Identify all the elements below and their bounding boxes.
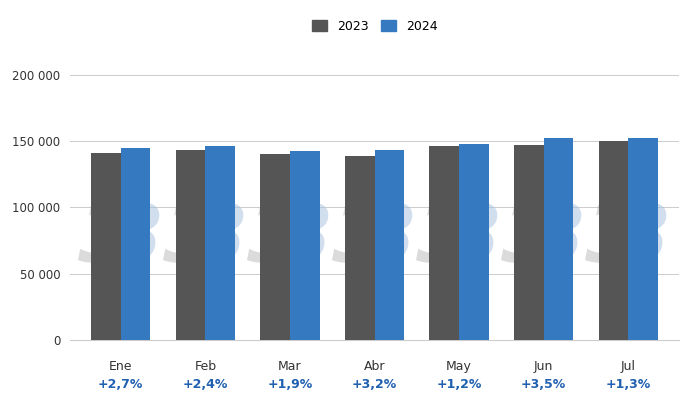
Text: +2,4%: +2,4%	[183, 378, 228, 391]
Text: 3: 3	[78, 202, 134, 280]
Text: 3: 3	[446, 202, 502, 280]
Text: Mar: Mar	[278, 360, 302, 374]
Text: 3: 3	[108, 202, 164, 280]
Text: 3: 3	[361, 202, 417, 280]
Text: 3: 3	[162, 202, 218, 280]
Text: 3: 3	[501, 202, 557, 280]
Text: +1,9%: +1,9%	[267, 378, 312, 391]
Text: 3: 3	[247, 202, 303, 280]
Text: +1,2%: +1,2%	[436, 378, 482, 391]
Bar	[459, 144, 489, 340]
Text: 3: 3	[416, 202, 473, 280]
Bar	[260, 154, 290, 340]
Text: +3,5%: +3,5%	[521, 378, 566, 391]
Bar	[91, 153, 120, 340]
Text: +2,7%: +2,7%	[98, 378, 144, 391]
Text: 3: 3	[276, 202, 332, 280]
Bar	[290, 150, 319, 340]
Text: 3: 3	[585, 202, 641, 280]
Text: Jun: Jun	[534, 360, 554, 374]
Bar	[629, 138, 658, 340]
Text: +3,2%: +3,2%	[352, 378, 397, 391]
Bar	[176, 150, 205, 340]
Bar	[430, 146, 459, 340]
Text: 3: 3	[192, 202, 248, 280]
Text: May: May	[446, 360, 472, 374]
Text: +1,3%: +1,3%	[606, 378, 651, 391]
Bar	[544, 138, 573, 340]
Text: 3: 3	[332, 202, 388, 280]
Text: Jul: Jul	[621, 360, 636, 374]
Bar	[514, 145, 544, 340]
Text: Abr: Abr	[364, 360, 385, 374]
Bar	[374, 150, 404, 340]
Legend: 2023, 2024: 2023, 2024	[308, 16, 441, 37]
Bar	[205, 146, 235, 340]
Text: 3: 3	[531, 202, 587, 280]
Text: Feb: Feb	[195, 360, 216, 374]
Text: 3: 3	[615, 202, 671, 280]
Text: Ene: Ene	[109, 360, 132, 374]
Bar	[120, 148, 150, 340]
Y-axis label: Toneladas: Toneladas	[0, 163, 4, 225]
Bar	[598, 141, 629, 340]
Bar	[345, 156, 375, 340]
